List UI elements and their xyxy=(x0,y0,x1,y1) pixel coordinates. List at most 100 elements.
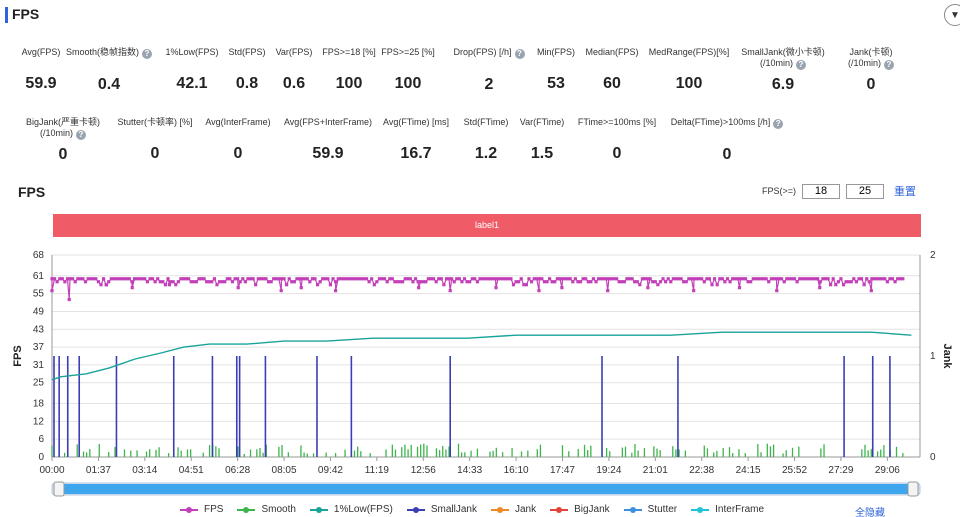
fps-point xyxy=(682,280,686,284)
help-icon[interactable]: ? xyxy=(514,49,525,59)
fps-point xyxy=(71,277,75,281)
fps-point xyxy=(357,277,361,281)
fps-point xyxy=(859,277,864,281)
legend-item-fps[interactable]: FPS xyxy=(180,504,223,515)
fps-point xyxy=(602,277,606,281)
fps-point xyxy=(653,280,657,284)
stat-label-text: Avg(FPS) xyxy=(21,47,61,57)
fps-point xyxy=(741,277,745,281)
stat-label-text: Avg(InterFrame) xyxy=(205,117,271,127)
fps-point xyxy=(869,289,873,293)
x-tick-label: 24:15 xyxy=(736,465,761,476)
fps-point xyxy=(388,277,392,281)
fps-point xyxy=(728,280,732,284)
legend-item-bigjank[interactable]: BigJank xyxy=(550,504,610,515)
legend-item-stutter[interactable]: Stutter xyxy=(623,504,677,515)
fps-point xyxy=(462,277,467,281)
fps-point xyxy=(297,277,302,281)
fps-point xyxy=(537,277,541,281)
stat-label-text: FTime>=100ms [%] xyxy=(577,117,657,127)
fps-point xyxy=(522,283,526,287)
fps-point xyxy=(640,277,645,281)
legend-item-jank[interactable]: Jank xyxy=(490,504,536,515)
x-tick-label: 06:28 xyxy=(225,465,250,476)
fps-point xyxy=(122,277,126,281)
fps-point xyxy=(230,280,235,284)
x-tick-label: 22:38 xyxy=(689,465,714,476)
fps-point xyxy=(217,280,222,284)
fps-point xyxy=(635,280,639,284)
fps-point xyxy=(279,289,283,293)
legend-label: Smooth xyxy=(261,504,296,515)
fps-point xyxy=(447,277,451,281)
fps-point xyxy=(63,280,67,284)
legend-item-interframe[interactable]: InterFrame xyxy=(691,504,764,515)
stat-label-text: Stutter(卡顿率) [%] xyxy=(117,117,193,127)
top-bar: FPS ▼ xyxy=(0,0,960,30)
zoom-range[interactable] xyxy=(62,484,910,494)
fps-point xyxy=(775,289,779,293)
fps-point xyxy=(290,280,294,284)
y-tick-label: 18 xyxy=(33,399,45,410)
stat-label: FPS>=18 [%] xyxy=(289,47,409,58)
stat-label: Avg(FTime) [ms] xyxy=(356,117,476,128)
fps-point xyxy=(578,280,583,284)
fps-point xyxy=(380,277,384,281)
fps-point xyxy=(135,277,139,281)
fps-point xyxy=(749,280,753,284)
fps-point xyxy=(457,277,461,281)
fps-point xyxy=(780,277,784,281)
collapse-chevron-icon[interactable]: ▼ xyxy=(944,4,960,26)
hide-all-button[interactable]: 全隐藏 xyxy=(855,508,885,517)
fps-point xyxy=(550,280,554,284)
fps-point xyxy=(558,277,562,281)
stat-bigjank: BigJank(严重卡顿) (/10min)? 0 xyxy=(3,117,123,164)
fps-point xyxy=(697,277,701,281)
help-icon[interactable]: ? xyxy=(773,119,784,129)
fps-point xyxy=(416,280,420,284)
legend-item-smooth[interactable]: Smooth xyxy=(237,504,296,515)
stat-label: 1%Low(FPS) xyxy=(132,47,252,58)
zoom-handle-left[interactable] xyxy=(53,481,65,497)
help-icon[interactable]: ? xyxy=(142,49,152,59)
x-tick-label: 14:33 xyxy=(457,465,482,476)
fps-point xyxy=(236,286,240,290)
fps-point xyxy=(475,280,480,284)
zoom-handle-right[interactable] xyxy=(907,481,919,497)
y-tick-label: 55 xyxy=(33,289,45,300)
fps-point xyxy=(527,277,531,281)
fps-point xyxy=(326,277,330,281)
fps-point xyxy=(713,277,717,281)
fps-threshold-input-2[interactable] xyxy=(846,183,885,199)
stat-label-text: Jank(卡顿) xyxy=(849,47,893,57)
stat-value: 100 xyxy=(675,75,703,92)
fps-point xyxy=(656,283,660,287)
reset-button[interactable]: 重置 xyxy=(894,186,917,198)
stat-label: Std(FTime) xyxy=(426,117,546,128)
fps-point xyxy=(444,277,449,281)
fps-point xyxy=(377,277,382,281)
fps-point xyxy=(107,280,111,284)
fps-point xyxy=(800,277,804,281)
fps-point xyxy=(496,277,500,281)
fps-point xyxy=(769,277,773,281)
stat-label: Var(FPS) xyxy=(234,47,354,58)
legend-item-1-low-fps-[interactable]: 1%Low(FPS) xyxy=(309,504,393,515)
fps-point xyxy=(777,277,781,281)
legend-item-smalljank[interactable]: SmallJank xyxy=(406,504,477,515)
stat-value: 6.9 xyxy=(771,76,795,93)
label-band[interactable]: label1 xyxy=(53,214,921,237)
help-icon[interactable]: ? xyxy=(76,130,86,140)
stat-label-text: SmallJank(微小卡顿) xyxy=(741,47,825,57)
stat-label: Avg(FPS) xyxy=(0,47,101,58)
fps-point xyxy=(321,277,325,281)
fps-threshold-input-1[interactable] xyxy=(802,183,841,199)
fps-point xyxy=(60,277,64,281)
fps-point xyxy=(638,283,642,287)
stat-label-text: BigJank(严重卡顿) xyxy=(25,117,100,127)
help-icon[interactable]: ? xyxy=(796,60,806,70)
fps-point xyxy=(509,277,513,281)
fps-point xyxy=(622,280,626,284)
help-icon[interactable]: ? xyxy=(884,60,894,70)
